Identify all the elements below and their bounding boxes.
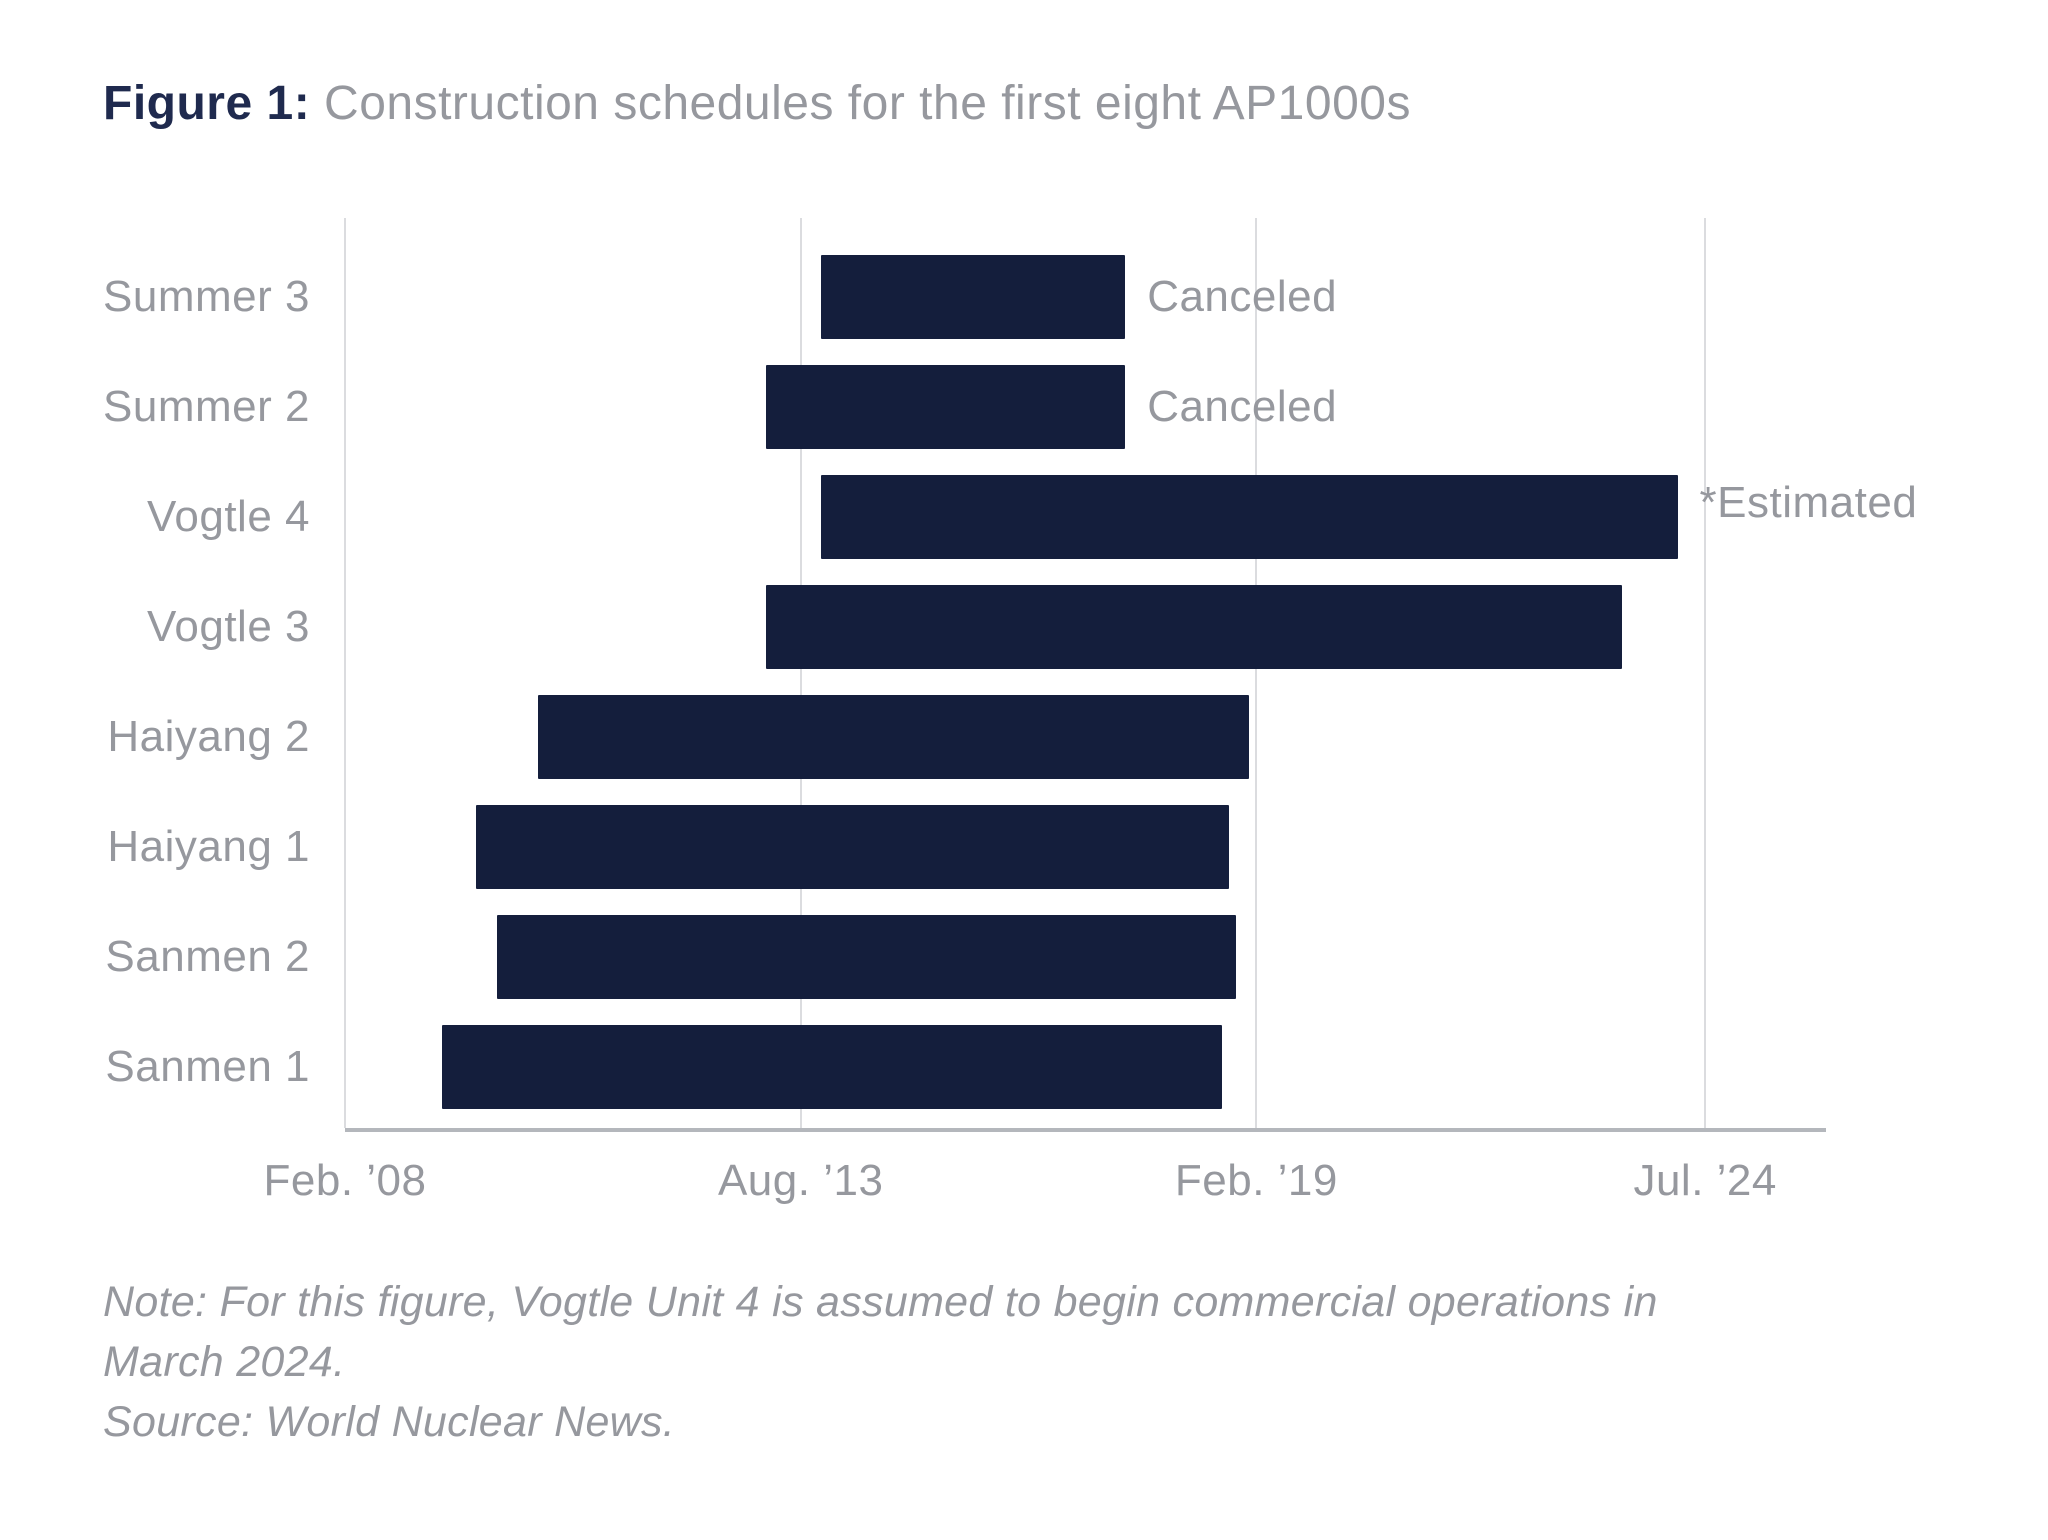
- row-label-vogtle-3: Vogtle 3: [146, 602, 310, 651]
- bar-summer-2: [766, 365, 1126, 449]
- x-tick-label-1: Aug. ’13: [717, 1156, 884, 1205]
- bar-annotation-canceled: Canceled: [1147, 272, 1338, 321]
- gantt-chart: Feb. ’08 Aug. ’13 Feb. ’19 Jul. ’24 Summer 3…: [103, 218, 1918, 1205]
- x-gridline-1: [799, 218, 802, 1128]
- bar-haiyang-1: [476, 805, 1229, 889]
- bar-annotation-canceled: Canceled: [1147, 382, 1338, 431]
- figure-title-text: Construction schedules for the first eig…: [324, 77, 1411, 130]
- bar-sanmen-2: [496, 915, 1236, 999]
- bar-vogtle-4: [821, 475, 1678, 559]
- x-axis-line: [345, 1128, 1826, 1132]
- row-label-haiyang-2: Haiyang 2: [107, 712, 310, 761]
- note-line-2: March 2024.: [103, 1338, 346, 1386]
- note-line-3: Source: World Nuclear News.: [103, 1398, 676, 1446]
- row-label-sanmen-1: Sanmen 1: [105, 1042, 310, 1091]
- x-tick-label-0: Feb. ’08: [263, 1156, 427, 1205]
- x-gridline-3: [1704, 218, 1707, 1128]
- figure-number-label: Figure 1:: [103, 77, 311, 130]
- note-line-1: Note: For this figure, Vogtle Unit 4 is …: [103, 1278, 1658, 1326]
- figure-title: Figure 1: Construction schedules for the…: [103, 76, 1411, 131]
- bar-haiyang-2: [538, 695, 1250, 779]
- bar-vogtle-3: [766, 585, 1623, 669]
- row-label-summer-2: Summer 2: [103, 382, 310, 431]
- row-label-sanmen-2: Sanmen 2: [105, 932, 310, 981]
- x-tick-label-3: Jul. ’24: [1633, 1156, 1777, 1205]
- x-tick-label-2: Feb. ’19: [1174, 1156, 1338, 1205]
- x-gridline-0: [344, 218, 346, 1128]
- bar-sanmen-1: [441, 1025, 1222, 1109]
- row-label-summer-3: Summer 3: [103, 272, 310, 321]
- x-gridline-2: [1255, 218, 1258, 1128]
- row-label-vogtle-4: Vogtle 4: [146, 492, 310, 541]
- figure-note: Note: For this figure, Vogtle Unit 4 is …: [103, 1272, 1943, 1452]
- bar-annotation-estimated: *Estimated: [1699, 478, 1918, 527]
- bar-summer-3: [821, 255, 1126, 339]
- row-label-haiyang-1: Haiyang 1: [107, 822, 310, 871]
